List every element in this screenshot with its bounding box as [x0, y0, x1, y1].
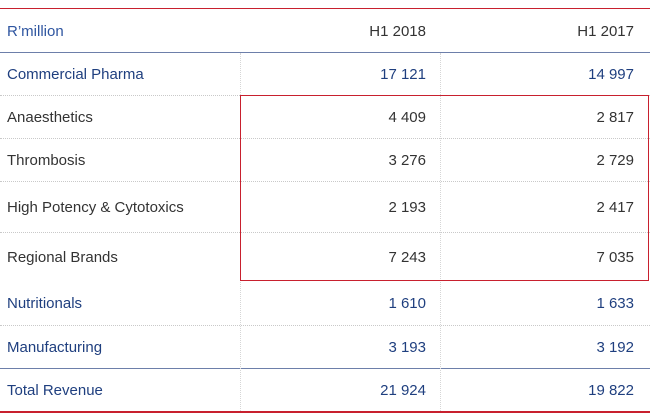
- table-row: Thrombosis 3 276 2 729: [0, 139, 650, 181]
- table-row: Regional Brands 7 243 7 035: [0, 233, 650, 281]
- row-value-2017: 2 817: [596, 108, 634, 126]
- row-label: Thrombosis: [7, 151, 86, 169]
- row-divider: [0, 138, 650, 139]
- row-label: High Potency & Cytotoxics: [7, 198, 184, 216]
- row-divider: [0, 232, 650, 233]
- table-row: Nutritionals 1 610 1 633: [0, 282, 650, 325]
- row-label: Commercial Pharma: [7, 65, 144, 83]
- header-rule: [0, 52, 650, 53]
- row-value-2018: 1 610: [388, 295, 426, 312]
- table-row: Manufacturing 3 193 3 192: [0, 326, 650, 368]
- row-value-2018: 3 193: [388, 338, 426, 356]
- row-label: Manufacturing: [7, 338, 103, 356]
- column-divider: [240, 53, 241, 95]
- row-value-2017: 2 417: [596, 198, 634, 216]
- table-row: Anaesthetics 4 409 2 817: [0, 96, 650, 138]
- row-label: Total Revenue: [7, 381, 103, 399]
- header-unit-label: R’million: [7, 22, 64, 40]
- highlight-box: [240, 95, 649, 281]
- row-value-2017: 19 822: [588, 381, 634, 399]
- table-row: High Potency & Cytotoxics 2 193 2 417: [0, 182, 650, 232]
- row-value-2017: 3 192: [596, 338, 634, 356]
- row-value-2018: 4 409: [388, 108, 426, 126]
- table-row: Commercial Pharma 17 121 14 997: [0, 53, 650, 95]
- bottom-rule: [0, 411, 650, 413]
- row-value-2018: 17 121: [380, 65, 426, 83]
- row-label: Nutritionals: [7, 295, 83, 312]
- row-value-2017: 1 633: [596, 295, 634, 312]
- row-value-2018: 2 193: [388, 198, 426, 216]
- row-value-2017: 7 035: [596, 248, 634, 266]
- row-value-2018: 3 276: [388, 151, 426, 169]
- row-label: Anaesthetics: [7, 108, 93, 126]
- column-divider: [240, 282, 241, 411]
- header-col-h1-2017: H1 2017: [577, 22, 634, 40]
- row-value-2017: 2 729: [596, 151, 634, 169]
- row-value-2017: 14 997: [588, 65, 634, 83]
- header-col-h1-2018: H1 2018: [369, 22, 426, 40]
- table-header-row: R’million H1 2018 H1 2017: [0, 10, 650, 52]
- top-rule: [0, 8, 650, 9]
- row-divider: [0, 181, 650, 182]
- row-value-2018: 21 924: [380, 381, 426, 399]
- row-label: Regional Brands: [7, 248, 118, 266]
- column-divider: [440, 53, 441, 411]
- table-row-total: Total Revenue 21 924 19 822: [0, 369, 650, 411]
- total-rule: [0, 368, 650, 369]
- row-divider: [0, 325, 650, 326]
- row-value-2018: 7 243: [388, 248, 426, 266]
